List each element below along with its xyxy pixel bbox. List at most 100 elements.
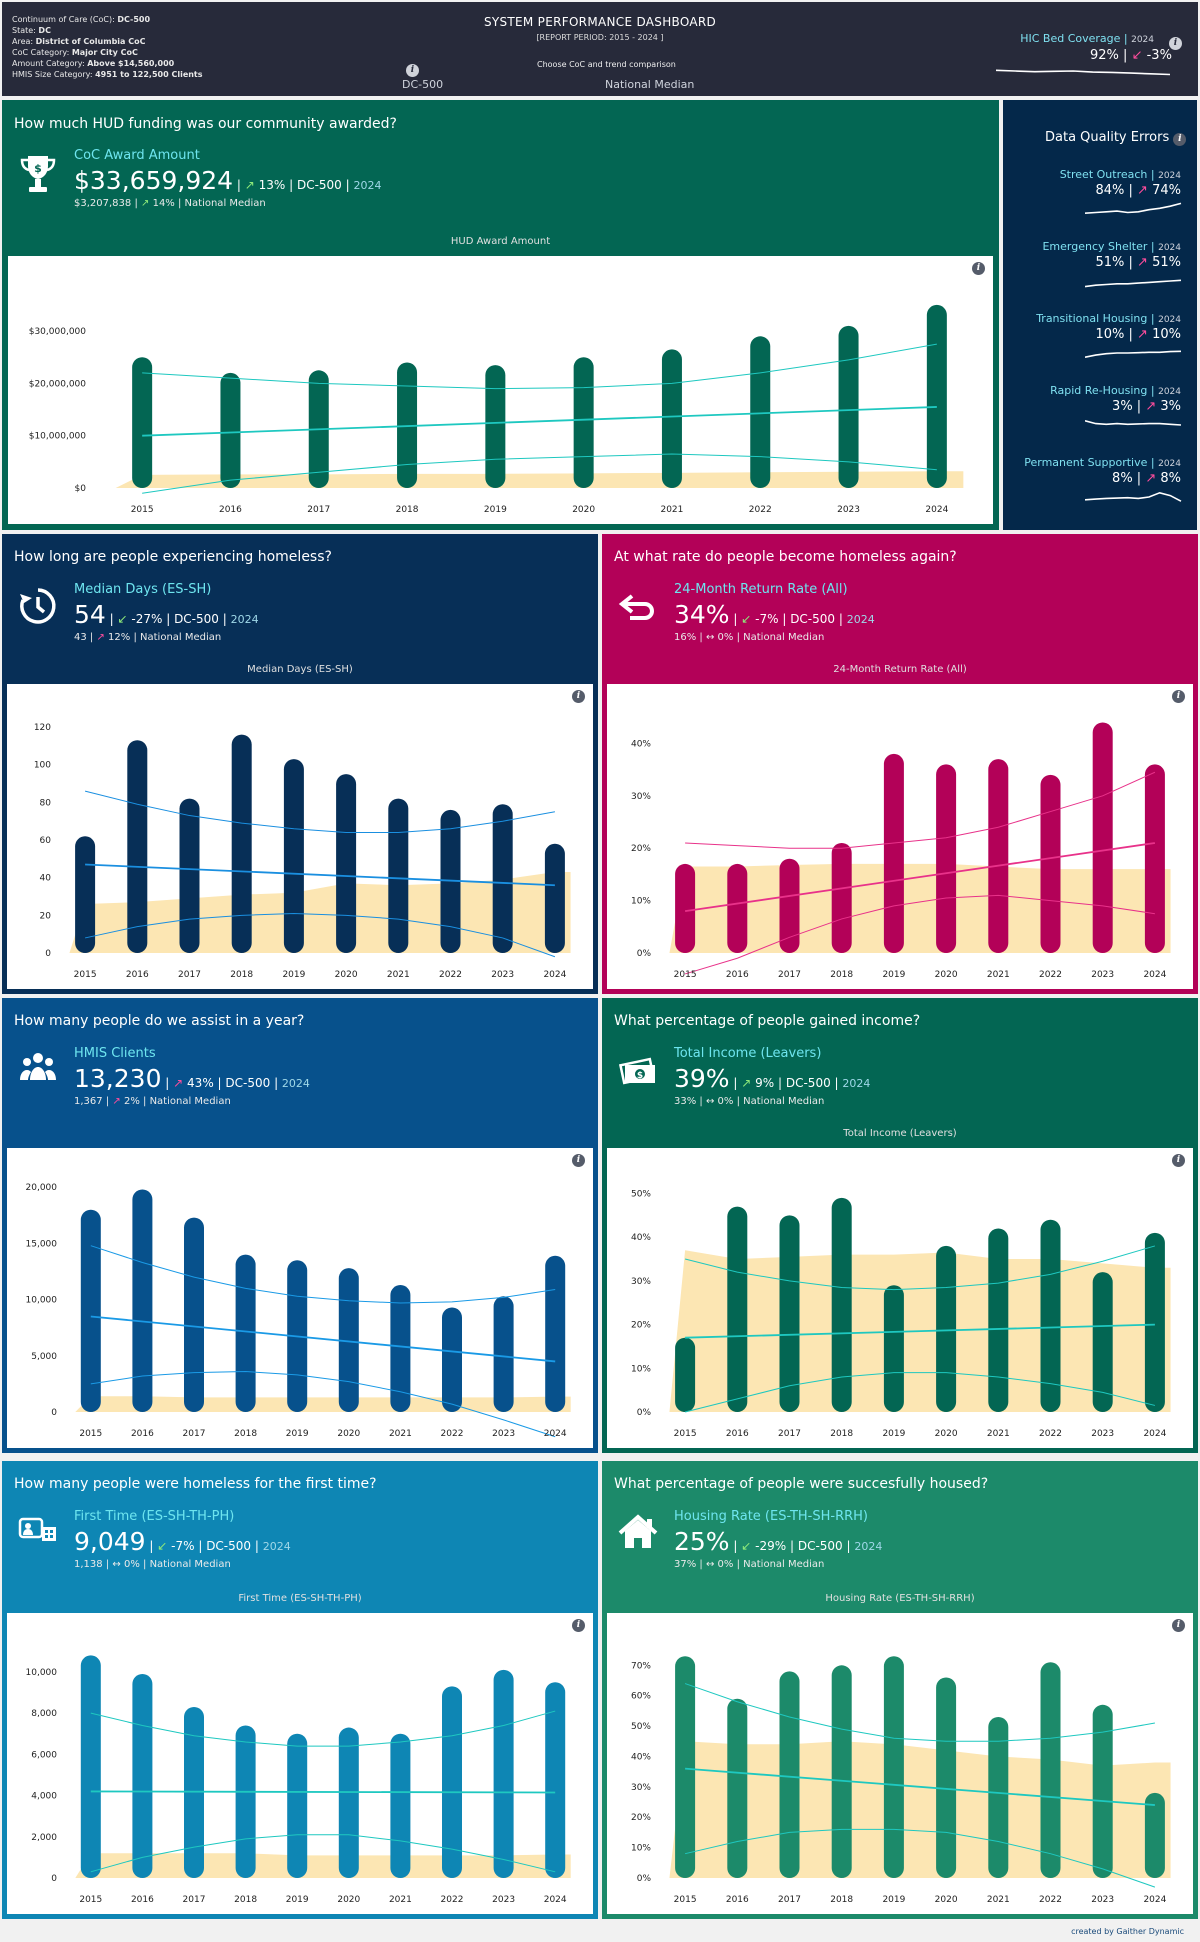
income-icon: $	[618, 1050, 658, 1090]
bar	[661, 349, 682, 488]
hic-value: 92%	[1090, 48, 1119, 63]
info-icon[interactable]: i	[406, 64, 419, 77]
y-tick-label: $20,000,000	[29, 379, 87, 389]
chart-title: First Time (ES-SH-TH-PH)	[238, 1593, 362, 1604]
y-tick-label: 0%	[637, 1874, 652, 1884]
bar	[573, 357, 594, 488]
metric-year: 2024	[854, 1540, 883, 1553]
hic-year: 2024	[1131, 35, 1154, 45]
y-tick-label: 0	[45, 949, 51, 959]
metric-label: HMIS Clients	[74, 1046, 156, 1061]
info-icon[interactable]: i	[572, 1619, 585, 1632]
y-tick-label: $0	[75, 484, 87, 494]
dq-year: 2024	[1158, 315, 1181, 325]
metric-year: 2024	[846, 613, 875, 626]
y-tick-label: 10,000	[26, 1296, 58, 1306]
bar	[675, 863, 696, 953]
dq-value: 3%	[1112, 399, 1133, 414]
y-tick-label: 50%	[631, 1722, 651, 1732]
info-icon[interactable]: i	[1173, 133, 1187, 146]
y-tick-label: 50%	[631, 1189, 651, 1199]
y-tick-label: 0%	[637, 949, 652, 959]
dq-year: 2024	[1158, 387, 1181, 397]
coc-code: DC-500	[296, 178, 342, 192]
trend-band-upper	[685, 771, 1156, 849]
trend-band-lower	[684, 1828, 1156, 1888]
bar	[1092, 1272, 1113, 1412]
up-arrow-icon: ↗	[1145, 471, 1157, 486]
x-tick-label: 2023	[837, 505, 860, 515]
panel-return: At what rate do people become homeless a…	[602, 534, 1198, 994]
panel-title: What percentage of people gained income?	[614, 1013, 921, 1029]
x-tick-label: 2022	[441, 1895, 464, 1905]
coc-code: DC-500	[174, 612, 219, 626]
trend-selector[interactable]: National Median	[605, 78, 695, 91]
coc-code: DC-500	[797, 1539, 843, 1553]
bar	[235, 1725, 256, 1878]
bar	[883, 1285, 904, 1412]
x-tick-label: 2018	[234, 1895, 257, 1905]
trend-band-lower	[90, 1834, 556, 1873]
chart-area: i 0% 10% 20% 30% 40% 2015 2016 2017 2018 2019 2020 2…	[607, 684, 1193, 989]
first-icon	[18, 1513, 58, 1549]
trend-arrow-icon: ↙	[741, 1539, 752, 1553]
x-tick-label: 2022	[1039, 1429, 1062, 1439]
x-tick-label: 2017	[778, 1429, 801, 1439]
info-icon[interactable]: i	[1172, 1619, 1185, 1632]
y-tick-label: 120	[34, 723, 51, 733]
x-tick-label: 2016	[126, 970, 149, 980]
trend-band-lower	[142, 453, 937, 494]
meta-row: State: DC	[12, 25, 203, 36]
x-tick-label: 2015	[674, 970, 697, 980]
info-icon[interactable]: i	[572, 690, 585, 703]
metric-change: 13%	[258, 178, 286, 192]
bar-chart: $0 $10,000,000 $20,000,000 $30,000,000 2015 2…	[29, 304, 964, 515]
report-period: [REPORT PERIOD: 2015 - 2024 ]	[536, 33, 664, 42]
y-tick-label: 60%	[631, 1692, 651, 1702]
x-tick-label: 2016	[726, 1429, 749, 1439]
y-tick-label: 20,000	[26, 1183, 58, 1193]
x-tick-label: 2017	[778, 970, 801, 980]
bar	[442, 1307, 462, 1412]
info-icon[interactable]: i	[1172, 690, 1185, 703]
trend-line	[90, 1790, 556, 1794]
data-quality-panel: Data Quality Errors i Street Outreach | …	[1003, 100, 1197, 530]
chart-area: i 0% 10% 20% 30% 40% 50% 2015 2016 2017 2018 2019 20…	[607, 1148, 1193, 1448]
bar	[988, 1228, 1009, 1412]
choose-label: Choose CoC and trend comparison	[537, 60, 676, 69]
panel-housed: What percentage of people were succesful…	[602, 1461, 1198, 1919]
coc-selector[interactable]: DC-500	[402, 78, 444, 91]
bar	[727, 863, 748, 953]
days-icon	[18, 586, 58, 630]
bar	[132, 357, 153, 488]
dq-name: Permanent Supportive	[1024, 456, 1148, 469]
bar	[831, 1197, 852, 1412]
metric-change: -7%	[171, 1539, 195, 1553]
bar	[75, 836, 96, 953]
panel-title: How many people do we assist in a year?	[14, 1013, 305, 1029]
x-tick-label: 2019	[882, 1429, 905, 1439]
x-tick-label: 2022	[1039, 970, 1062, 980]
x-tick-label: 2015	[74, 970, 97, 980]
metric-label: Total Income (Leavers)	[674, 1046, 822, 1061]
meta-value: DC-500	[117, 15, 151, 24]
info-icon[interactable]: i	[1172, 1154, 1185, 1167]
x-tick-label: 2018	[830, 1429, 853, 1439]
x-tick-label: 2017	[183, 1895, 206, 1905]
trend-band-upper	[84, 790, 555, 833]
bar	[80, 1655, 101, 1878]
bar	[883, 1656, 904, 1878]
bar-chart: 0 2,000 4,000 6,000 8,000 10,000 2015 2016 2017 2…	[26, 1655, 571, 1905]
meta-row: Area: District of Columbia CoC	[12, 36, 203, 47]
info-icon[interactable]: i	[572, 1154, 585, 1167]
dq-value: 8%	[1112, 471, 1133, 486]
y-tick-label: 10%	[631, 897, 651, 907]
info-icon[interactable]: i	[972, 262, 985, 275]
natl-value: 1,367	[74, 1096, 103, 1107]
info-icon[interactable]: i	[1169, 37, 1182, 50]
dq-name: Rapid Re-Housing	[1050, 384, 1148, 397]
trend-arrow-icon: ↗	[173, 1076, 184, 1090]
meta-row: Continuum of Care (CoC): DC-500	[12, 14, 203, 25]
panel-hmis: How many people do we assist in a year? H…	[2, 998, 598, 1453]
x-tick-label: 2020	[337, 1895, 360, 1905]
